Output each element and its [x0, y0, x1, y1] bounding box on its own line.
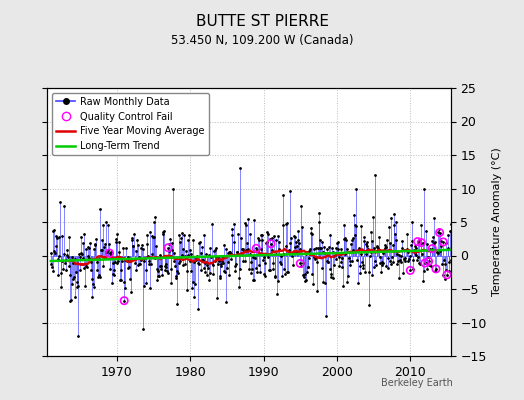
Point [439, 239, 447, 245]
Point [296, 260, 304, 267]
Point [435, 229, 444, 236]
Point [164, 244, 172, 251]
Point [432, 266, 440, 272]
Point [428, 246, 436, 252]
Point [120, 298, 128, 304]
Point [413, 238, 422, 245]
Point [105, 250, 114, 256]
Text: BUTTE ST PIERRE: BUTTE ST PIERRE [195, 14, 329, 29]
Point [443, 272, 451, 278]
Point [424, 258, 433, 265]
Point [417, 239, 425, 246]
Y-axis label: Temperature Anomaly (°C): Temperature Anomaly (°C) [492, 148, 503, 296]
Text: 53.450 N, 109.200 W (Canada): 53.450 N, 109.200 W (Canada) [171, 34, 353, 47]
Legend: Raw Monthly Data, Quality Control Fail, Five Year Moving Average, Long-Term Tren: Raw Monthly Data, Quality Control Fail, … [52, 93, 209, 155]
Point [406, 267, 414, 274]
Point [267, 240, 275, 247]
Text: Berkeley Earth: Berkeley Earth [381, 378, 453, 388]
Point [252, 245, 260, 252]
Point [421, 260, 429, 266]
